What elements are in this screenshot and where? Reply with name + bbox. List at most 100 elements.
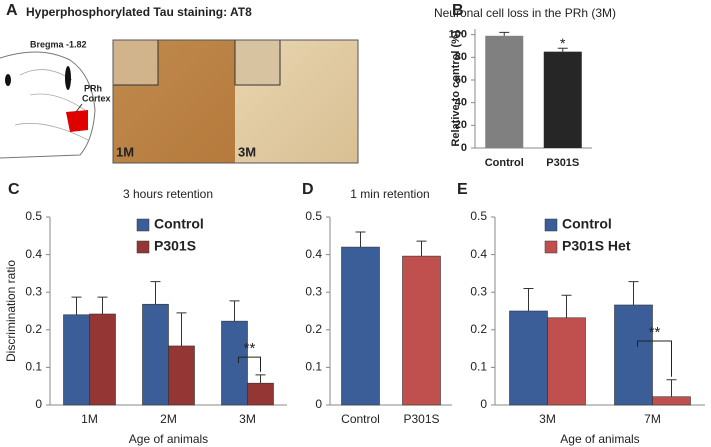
y-tick-label: 0 — [315, 397, 322, 411]
y-tick-label: 0.4 — [305, 247, 322, 261]
ventricle — [65, 66, 71, 90]
legend-swatch — [136, 218, 150, 232]
bar — [142, 303, 169, 406]
legend-swatch — [136, 240, 150, 254]
y-tick-label: 0.3 — [470, 284, 487, 298]
chart-title: Neuronal cell loss in the PRh (3M) — [434, 6, 616, 20]
chart-title: 1 min retention — [350, 187, 429, 201]
pointer — [75, 103, 83, 113]
y-axis-label: Discrimination ratio — [4, 260, 18, 362]
error-bar — [150, 281, 161, 305]
x-tick-label: 3M — [539, 412, 556, 426]
bar — [89, 313, 116, 406]
panel-letter: C — [8, 181, 20, 198]
image-label: 1M — [116, 144, 134, 159]
y-tick-label: 0.2 — [305, 322, 322, 336]
legend-label: Control — [562, 216, 612, 232]
x-tick-label: Control — [485, 157, 524, 169]
bar — [543, 51, 582, 148]
error-bar — [97, 296, 108, 315]
panel-letter: A — [6, 2, 18, 19]
y-tick-label: 0.5 — [25, 209, 42, 223]
x-tick-label: 2M — [160, 412, 177, 426]
y-tick-label: 40 — [455, 97, 467, 109]
error-bar — [499, 31, 510, 36]
bar — [168, 345, 195, 406]
error-bar — [523, 287, 534, 311]
inset — [234, 39, 281, 86]
y-tick-label: 0.3 — [305, 284, 322, 298]
error-bar — [71, 296, 82, 315]
y-tick-label: 80 — [455, 51, 467, 63]
x-axis-label: Age of animals — [560, 432, 639, 446]
chart-title: 3 hours retention — [123, 187, 213, 201]
bar — [247, 382, 274, 406]
panel-letter: D — [302, 181, 314, 198]
bregma-label: Bregma -1.82 — [30, 39, 87, 49]
y-tick-label: 0.1 — [470, 360, 487, 374]
bar — [547, 317, 586, 406]
image-frame — [112, 39, 359, 164]
bar — [341, 246, 380, 406]
y-tick-label: 0.5 — [470, 209, 487, 223]
y-tick-label: 0.3 — [25, 284, 42, 298]
x-tick-label: 3M — [239, 412, 256, 426]
legend-label: Control — [154, 216, 204, 232]
bar — [614, 304, 653, 406]
inset — [112, 39, 159, 86]
y-tick-label: 20 — [455, 119, 467, 131]
brain-outline — [0, 51, 96, 159]
x-tick-label: 7M — [644, 412, 661, 426]
annotation: * — [560, 35, 566, 51]
y-tick-label: 0.2 — [25, 322, 42, 336]
panel-a: A Hyperphosphorylated Tau staining: AT8 … — [0, 2, 359, 164]
bar — [221, 320, 248, 406]
panel-letter: E — [457, 181, 468, 198]
bar — [485, 35, 524, 148]
x-tick-label: P301S — [403, 412, 439, 426]
error-bar — [355, 231, 366, 248]
prh-region — [66, 110, 88, 132]
legend-label: P301S Het — [562, 238, 631, 254]
error-bar — [561, 294, 572, 318]
y-tick-label: 0.2 — [470, 322, 487, 336]
y-tick-label: 0.4 — [25, 247, 42, 261]
error-bar — [666, 379, 677, 397]
panel-letter: B — [452, 2, 464, 19]
error-bar — [176, 312, 187, 346]
x-tick-label: P301S — [546, 157, 579, 169]
bar — [402, 255, 441, 406]
bar — [63, 314, 90, 406]
y-axis-label: Relative to control (%) — [450, 30, 462, 146]
significance-label: ** — [244, 340, 256, 357]
region-label: Cortex — [82, 93, 111, 103]
legend-swatch — [544, 240, 558, 254]
significance-label: ** — [649, 324, 661, 341]
error-bar — [229, 300, 240, 322]
error-bar — [557, 47, 568, 52]
x-tick-label: 1M — [81, 412, 98, 426]
y-tick-label: 0.1 — [305, 360, 322, 374]
error-bar — [628, 281, 639, 305]
y-tick-label: 0.1 — [25, 360, 42, 374]
y-tick-label: 0.5 — [305, 209, 322, 223]
bar — [652, 396, 691, 406]
significance-bracket — [238, 356, 261, 372]
y-tick-label: 0 — [480, 397, 487, 411]
panel-title: Hyperphosphorylated Tau staining: AT8 — [26, 5, 252, 19]
y-tick-label: 0.4 — [470, 247, 487, 261]
x-axis-label: Age of animals — [129, 432, 208, 446]
image-label: 3M — [238, 144, 256, 159]
legend-label: P301S — [154, 238, 196, 254]
y-tick-label: 100 — [449, 29, 467, 41]
ventricle — [5, 74, 11, 86]
error-bar — [255, 374, 266, 384]
legend-swatch — [544, 218, 558, 232]
x-tick-label: Control — [341, 412, 380, 426]
error-bar — [416, 240, 427, 257]
y-tick-label: 0 — [461, 142, 467, 154]
region-label: PRh — [84, 83, 102, 93]
y-tick-label: 0 — [35, 397, 42, 411]
